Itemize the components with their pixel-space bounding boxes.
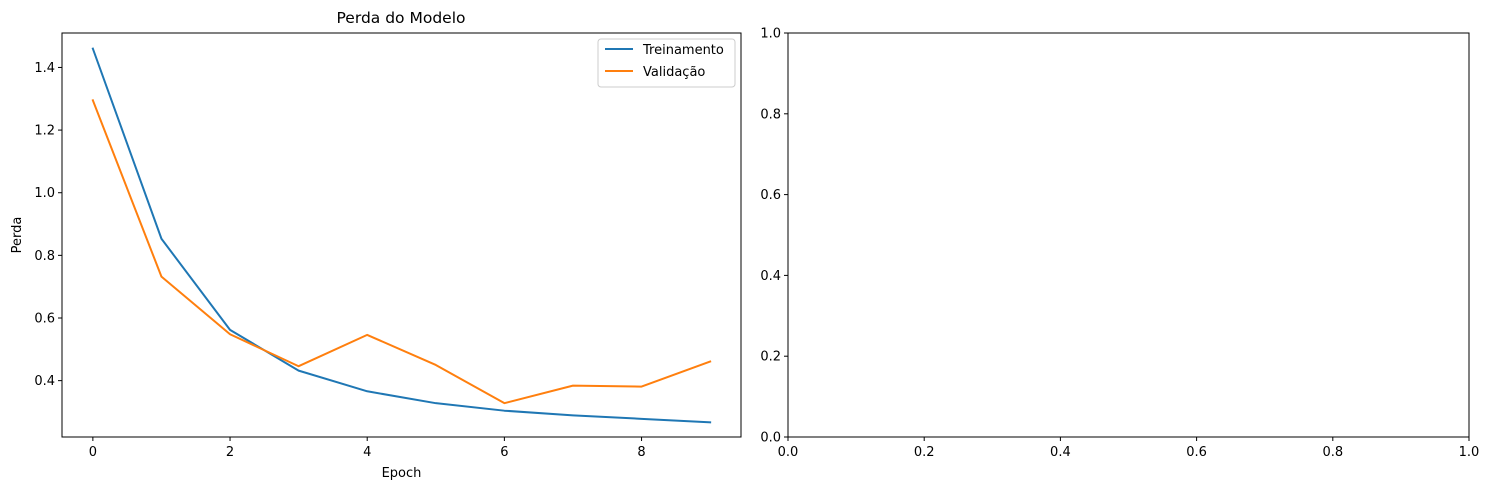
y-tick-label: 0.8 xyxy=(760,107,781,122)
y-tick-label: 0.6 xyxy=(760,188,781,203)
x-tick-label: 8 xyxy=(637,445,645,460)
x-tick-label: 2 xyxy=(226,445,234,460)
y-tick-label: 0.8 xyxy=(34,249,55,264)
series-line-validacao xyxy=(91,99,712,405)
y-axis-ticks: 0.4 0.6 0.8 1.0 1.2 1.4 xyxy=(34,61,62,389)
y-tick-label: 0.0 xyxy=(760,431,781,446)
y-tick-label: 1.4 xyxy=(34,61,55,76)
y-tick-label: 1.0 xyxy=(34,186,55,201)
series-line-treinamento xyxy=(91,47,712,424)
x-tick-label: 0.6 xyxy=(1186,445,1207,460)
y-tick-label: 1.0 xyxy=(760,27,781,42)
x-axis-ticks: 0.0 0.2 0.4 0.6 0.8 1.0 xyxy=(778,437,1480,460)
x-tick-label: 1.0 xyxy=(1459,445,1480,460)
legend-label-validacao: Validação xyxy=(643,65,705,80)
plot-frame xyxy=(787,32,1470,438)
x-tick-label: 6 xyxy=(500,445,508,460)
x-axis-ticks: 0 2 4 6 8 xyxy=(89,437,646,460)
x-tick-label: 0.4 xyxy=(1050,445,1071,460)
y-axis-ticks: 0.0 0.2 0.4 0.6 0.8 1.0 xyxy=(760,27,788,446)
chart-title: Perda do Modelo xyxy=(337,9,466,27)
x-axis-label: Epoch xyxy=(382,466,422,481)
x-tick-label: 0.8 xyxy=(1322,445,1343,460)
x-tick-label: 4 xyxy=(363,445,371,460)
empty-chart: 0.0 0.2 0.4 0.6 0.8 1.0 0.0 0.2 0.4 0.6 0.8 1.0 xyxy=(760,27,1479,461)
y-axis-label: Perda xyxy=(10,217,25,254)
y-tick-label: 1.2 xyxy=(34,124,55,139)
legend-box xyxy=(597,38,736,88)
x-tick-label: 0 xyxy=(89,445,97,460)
series-lines xyxy=(91,47,712,424)
legend-label-treinamento: Treinamento xyxy=(642,43,724,58)
plot-frame xyxy=(61,32,742,438)
x-tick-label: 0.0 xyxy=(778,445,799,460)
legend: Treinamento Validação xyxy=(597,38,736,88)
loss-chart: Perda do Modelo 0 2 4 6 8 0.4 0.6 0.8 1.0 1.2 1.4… xyxy=(10,9,742,481)
y-tick-label: 0.4 xyxy=(34,374,55,389)
x-tick-label: 0.2 xyxy=(914,445,935,460)
y-tick-label: 0.6 xyxy=(34,311,55,326)
y-tick-label: 0.4 xyxy=(760,269,781,284)
y-tick-label: 0.2 xyxy=(760,350,781,365)
